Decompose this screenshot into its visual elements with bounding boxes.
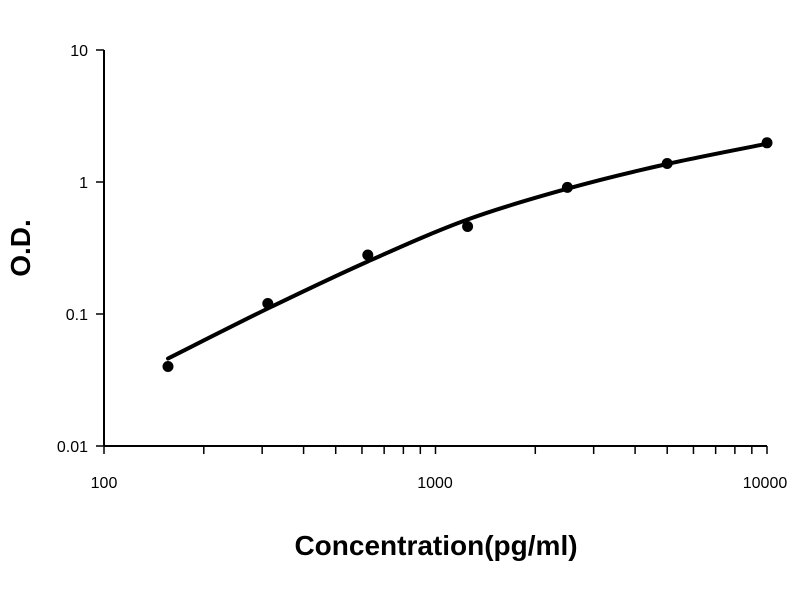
x-axis-title: Concentration(pg/ml) — [294, 530, 577, 561]
data-point — [761, 137, 773, 149]
data-point — [162, 361, 174, 372]
data-point — [262, 298, 274, 309]
y-tick-label: 0.01 — [57, 439, 88, 456]
data-point — [362, 249, 374, 261]
y-tick-label: 1 — [79, 175, 88, 192]
y-tick-label: 10 — [70, 43, 88, 60]
data-point — [661, 158, 673, 169]
x-axis-ticks — [103, 446, 768, 454]
y-axis-title: O.D. — [5, 219, 36, 277]
x-tick-label: 100 — [91, 475, 118, 492]
fit-curve — [166, 141, 769, 361]
y-axis: 0.01 0.1 1 10 O.D. — [5, 43, 105, 456]
x-tick-label: 10000 — [743, 475, 788, 492]
y-tick-label: 0.1 — [66, 307, 88, 324]
x-tick-label: 1000 — [417, 475, 453, 492]
plot-area — [162, 137, 773, 372]
x-axis: 100 1000 10000 Concentration(pg/ml) — [91, 445, 788, 561]
y-axis-ticks — [96, 49, 104, 447]
data-point — [561, 181, 573, 193]
data-point — [462, 221, 474, 232]
